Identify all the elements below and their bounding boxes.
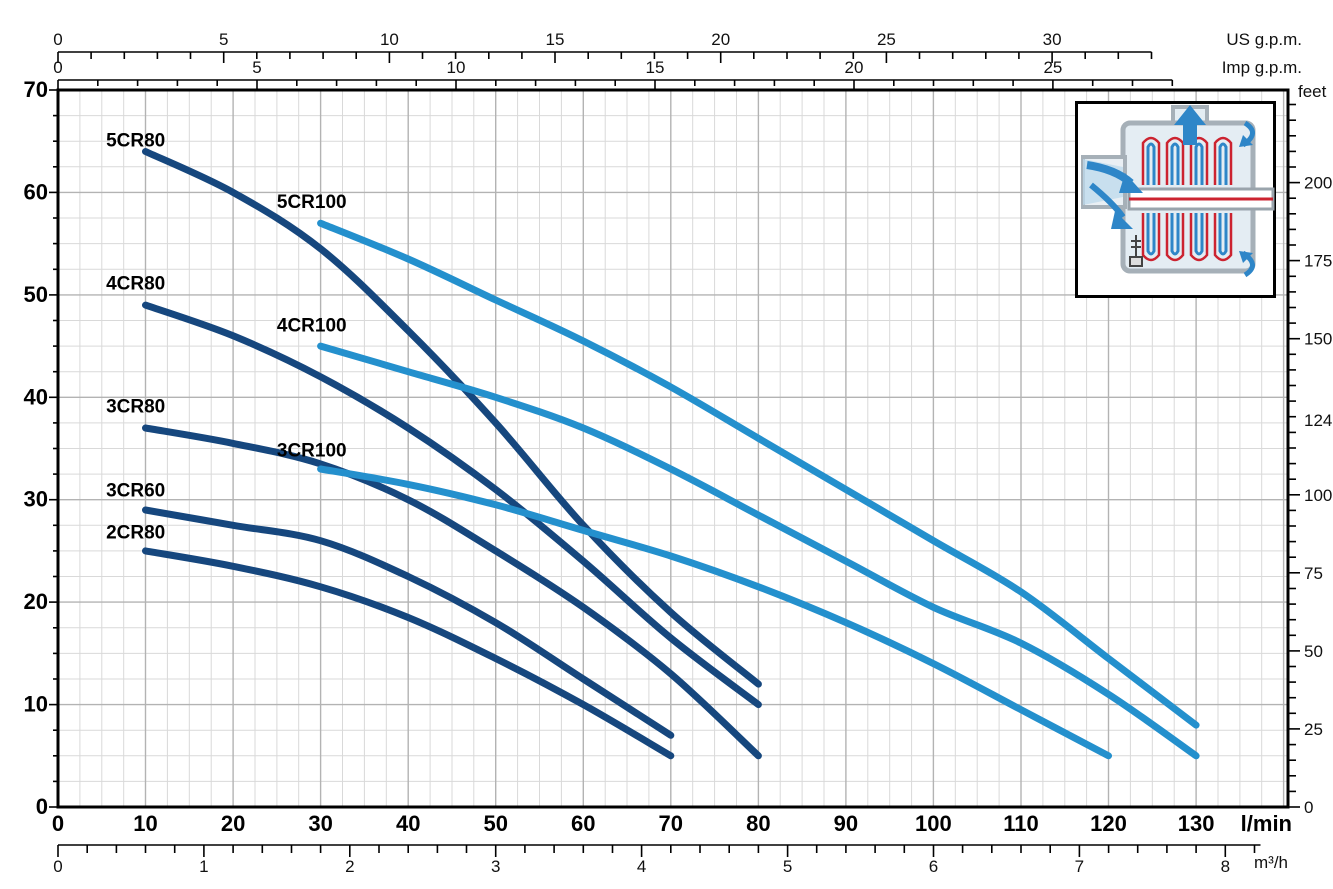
m3h-tick-label: 6 xyxy=(929,857,938,876)
m3h-tick-label: 1 xyxy=(199,857,208,876)
feet-axis-title: feet xyxy=(1298,82,1327,101)
curve-label-3CR60: 3CR60 xyxy=(106,481,165,502)
inlet-flow-arrow-icon xyxy=(1083,159,1143,229)
axis-us-gpm: 0 5 10 15 20 25 30 US g.p.m. xyxy=(53,30,1302,63)
curve-label-3CR80: 3CR80 xyxy=(106,397,165,418)
us-gpm-tick-label: 0 xyxy=(53,30,62,49)
meters-tick-label: 40 xyxy=(24,384,48,409)
curve-label-2CR80: 2CR80 xyxy=(106,523,165,544)
lmin-tick-label: 130 xyxy=(1178,811,1215,836)
impeller-stages xyxy=(1141,136,1233,262)
meters-tick-label: 20 xyxy=(24,589,48,614)
seal-detail xyxy=(1129,235,1143,267)
m3h-tick-label: 2 xyxy=(345,857,354,876)
lmin-tick-label: 80 xyxy=(746,811,770,836)
curve-3CR100 xyxy=(317,465,1112,760)
axis-imp-gpm: 0 5 10 15 20 25 Imp g.p.m. xyxy=(53,58,1302,89)
lmin-tick-label: 10 xyxy=(133,811,157,836)
m3h-axis-title: m³/h xyxy=(1254,853,1288,872)
us-gpm-tick-label: 5 xyxy=(219,30,228,49)
imp-gpm-tick-label: 25 xyxy=(1043,58,1062,77)
outlet-flow-up-arrow-icon xyxy=(1174,105,1206,145)
lmin-tick-label: 70 xyxy=(659,811,683,836)
plot-border xyxy=(56,88,1290,809)
lmin-tick-label: 40 xyxy=(396,811,420,836)
curve-3CR80 xyxy=(142,424,762,760)
meters-tick-label: 30 xyxy=(24,487,48,512)
curve-label-4CR100: 4CR100 xyxy=(277,316,347,337)
imp-gpm-tick-label: 15 xyxy=(646,58,665,77)
feet-tick-label: 0 xyxy=(1304,798,1313,817)
imp-gpm-tick-label: 5 xyxy=(252,58,261,77)
us-gpm-tick-label: 30 xyxy=(1043,30,1062,49)
m3h-tick-label: 5 xyxy=(783,857,792,876)
lmin-tick-label: 50 xyxy=(483,811,507,836)
lmin-tick-label: 90 xyxy=(834,811,858,836)
us-gpm-tick-label: 10 xyxy=(380,30,399,49)
feet-tick-label: 75 xyxy=(1304,564,1323,583)
lmin-tick-label: 110 xyxy=(1003,811,1039,836)
feet-tick-label: 25 xyxy=(1304,720,1323,739)
curve-4CR100 xyxy=(317,342,1200,760)
feet-tick-label: 100 xyxy=(1304,486,1332,505)
lmin-axis-title: l/min xyxy=(1241,811,1292,836)
feet-tick-label: 175 xyxy=(1304,252,1332,271)
curve-2CR80 xyxy=(142,547,675,760)
grid xyxy=(58,90,1288,807)
imp-gpm-axis-title: Imp g.p.m. xyxy=(1222,58,1302,77)
feet-tick-label: 150 xyxy=(1304,330,1332,349)
us-gpm-axis-title: US g.p.m. xyxy=(1226,30,1302,49)
meters-tick-label: 60 xyxy=(24,179,48,204)
meters-tick-label: 70 xyxy=(24,77,48,102)
feet-tick-label: 50 xyxy=(1304,642,1323,661)
m3h-tick-label: 8 xyxy=(1221,857,1230,876)
curve-label-5CR80: 5CR80 xyxy=(106,130,165,151)
imp-gpm-tick-label: 10 xyxy=(447,58,466,77)
feet-tick-label: 200 xyxy=(1304,174,1332,193)
imp-gpm-tick-label: 0 xyxy=(53,58,62,77)
lmin-tick-label: 100 xyxy=(915,811,952,836)
m3h-tick-label: 7 xyxy=(1075,857,1084,876)
axis-m3h: 0 1 2 3 4 5 6 7 8 m³/h xyxy=(53,844,1288,876)
curve-label-5CR100: 5CR100 xyxy=(277,192,347,213)
curve-5CR100 xyxy=(317,219,1200,729)
meters-tick-label: 0 xyxy=(36,794,48,819)
lmin-tick-label: 120 xyxy=(1090,811,1127,836)
curve-4CR80 xyxy=(142,301,762,709)
us-gpm-tick-label: 20 xyxy=(711,30,730,49)
curve-label-4CR80: 4CR80 xyxy=(106,274,165,295)
m3h-tick-label: 4 xyxy=(637,857,646,876)
us-gpm-tick-label: 25 xyxy=(877,30,896,49)
recirculation-arrow-icons xyxy=(1239,120,1255,278)
feet-tick-label: 124 xyxy=(1304,411,1332,430)
pump-cross-section-inset xyxy=(1075,101,1276,298)
m3h-tick-label: 0 xyxy=(53,857,62,876)
pump-shaft xyxy=(1127,187,1275,211)
curve-3CR60 xyxy=(142,506,675,739)
lmin-tick-label: 60 xyxy=(571,811,595,836)
lmin-tick-label: 20 xyxy=(221,811,245,836)
imp-gpm-tick-label: 20 xyxy=(845,58,864,77)
us-gpm-tick-label: 15 xyxy=(546,30,565,49)
m3h-tick-label: 3 xyxy=(491,857,500,876)
axis-feet: 0 25 50 75 100 124 150 175 200 feet xyxy=(1288,82,1332,817)
lmin-tick-label: 0 xyxy=(52,811,64,836)
lmin-tick-label: 30 xyxy=(308,811,332,836)
axis-lmin: 0 10 20 30 40 50 60 70 80 90 100 110 120 130 l/min xyxy=(52,811,1292,836)
curve-label-3CR100: 3CR100 xyxy=(277,441,347,462)
meters-tick-label: 10 xyxy=(24,692,48,717)
meters-tick-label: 50 xyxy=(24,282,48,307)
